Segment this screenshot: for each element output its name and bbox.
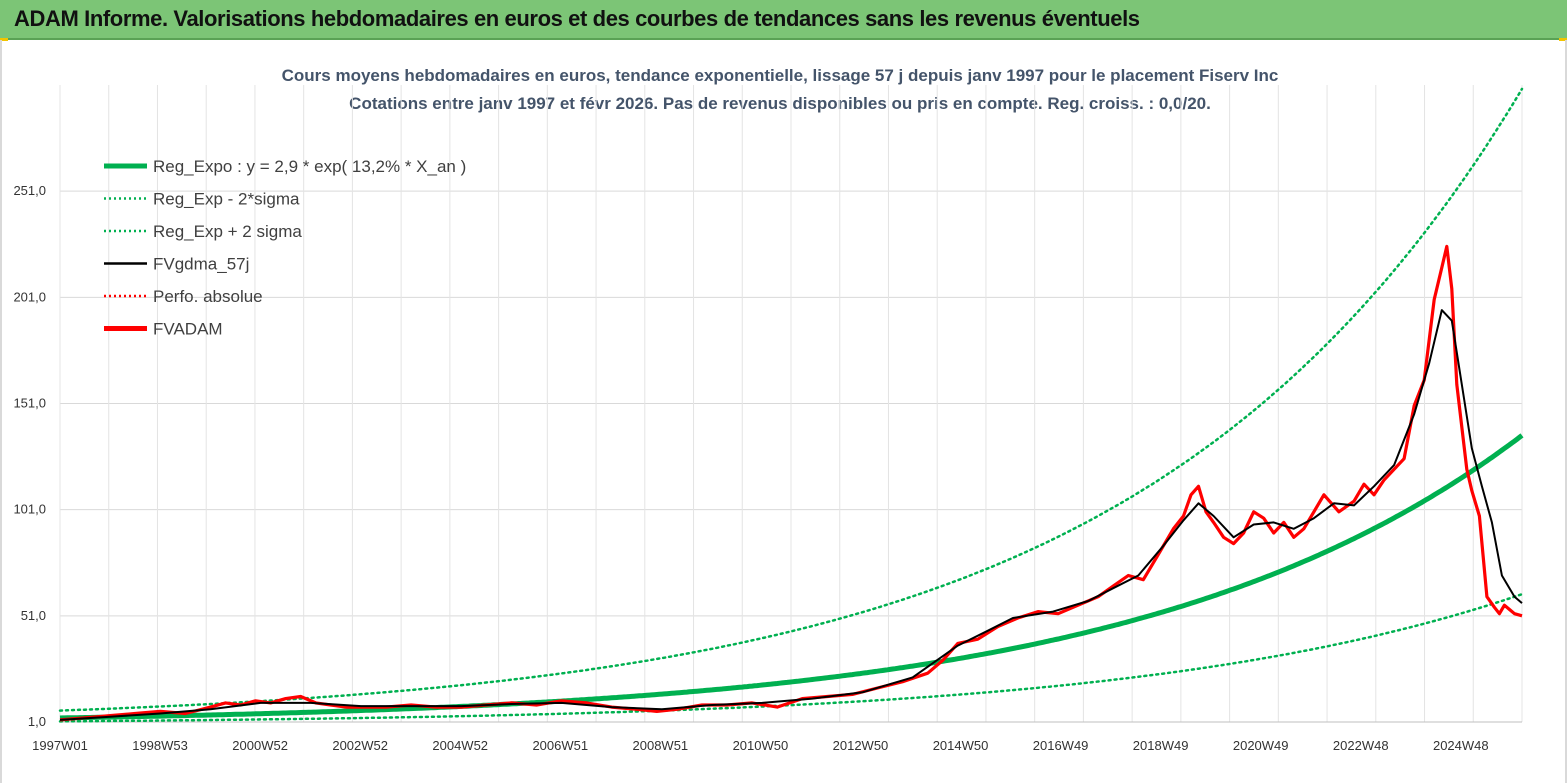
x-tick-label: 2008W51 <box>633 738 689 753</box>
legend-label: Reg_Exp + 2 sigma <box>153 222 302 241</box>
x-axis-ticks: 1997W01 1998W53 2000W52 2002W52 2004W52 2006W… <box>32 738 1488 753</box>
y-tick-label: 151,0 <box>13 396 46 411</box>
legend-label: Reg_Expo : y = 2,9 * exp( 13,2% * X_an ) <box>153 157 466 176</box>
y-tick-label: 251,0 <box>13 183 46 198</box>
x-tick-label: 2010W50 <box>733 738 789 753</box>
trend-upper-band-line <box>58 87 1524 712</box>
banner-title: ADAM Informe. Valorisations hebdomadaire… <box>14 6 1140 31</box>
x-tick-label: 2016W49 <box>1033 738 1089 753</box>
x-tick-label: 2018W49 <box>1133 738 1189 753</box>
y-tick-label: 1,0 <box>28 714 46 729</box>
fvadam-line <box>59 244 1523 722</box>
x-tick-label: 2024W48 <box>1433 738 1489 753</box>
corner-mark-right <box>1559 38 1567 41</box>
chart-frame <box>0 40 1567 783</box>
legend-label: FVADAM <box>153 320 223 339</box>
x-tick-label: 2002W52 <box>332 738 388 753</box>
trend-line <box>59 433 1524 721</box>
x-tick-label: 2020W49 <box>1233 738 1289 753</box>
gridlines <box>59 85 1523 723</box>
chart-subtitle: Cotations entre janv 1997 et févr 2026. … <box>349 94 1211 113</box>
legend-label: FVgdma_57j <box>153 255 249 274</box>
x-tick-label: 2014W50 <box>933 738 989 753</box>
x-tick-label: 2004W52 <box>432 738 488 753</box>
x-tick-label: 1998W53 <box>132 738 188 753</box>
series-lines <box>58 87 1524 723</box>
x-tick-label: 2022W48 <box>1333 738 1389 753</box>
trend-lower-band-line <box>58 592 1524 723</box>
x-tick-label: 2006W51 <box>532 738 588 753</box>
y-tick-label: 201,0 <box>13 289 46 304</box>
legend-label: Perfo. absolue <box>153 287 263 306</box>
legend: Reg_Expo : y = 2,9 * exp( 13,2% * X_an )… <box>104 157 466 339</box>
banner: ADAM Informe. Valorisations hebdomadaire… <box>0 0 1567 40</box>
y-axis-ticks: 1,0 51,0 101,0 151,0 201,0 251,0 <box>13 183 46 729</box>
x-tick-label: 2000W52 <box>232 738 288 753</box>
x-tick-label: 1997W01 <box>32 738 88 753</box>
y-tick-label: 101,0 <box>13 502 46 517</box>
legend-label: Reg_Exp - 2*sigma <box>153 190 300 209</box>
corner-mark-left <box>0 38 8 41</box>
fvgdma-line <box>59 309 1523 721</box>
chart-title: Cours moyens hebdomadaires en euros, ten… <box>282 66 1279 85</box>
x-tick-label: 2012W50 <box>833 738 889 753</box>
y-tick-label: 51,0 <box>21 608 46 623</box>
